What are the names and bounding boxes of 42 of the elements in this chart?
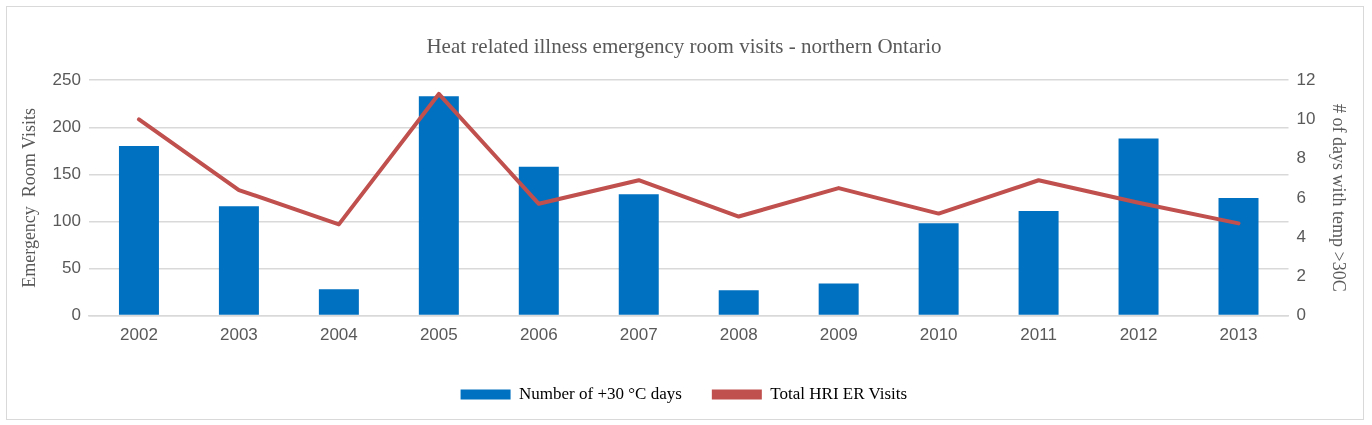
bar [618,194,659,315]
y2-tick-label: 0 [1296,305,1306,325]
x-tick-label: 2004 [319,325,358,345]
x-tick-label: 2012 [1119,325,1158,345]
y2-tick-label: 12 [1296,69,1316,89]
bar [718,290,759,315]
y2-axis-title: # of days with temp >30C [1329,104,1350,292]
bar [818,283,859,315]
x-tick-label: 2013 [1219,325,1258,345]
bar [218,206,259,315]
y-tick-label: 250 [52,69,81,89]
x-tick-label: 2007 [619,325,658,345]
x-tick-label: 2003 [219,325,258,345]
bar [1018,211,1059,315]
y-tick-label: 150 [52,164,81,184]
chart-title: Heat related illness emergency room visits - northern Ontario [426,34,942,59]
bar [1118,138,1159,315]
x-tick-label: 2010 [919,325,958,345]
bar [1218,197,1259,315]
y2-tick-label: 4 [1296,226,1306,246]
y2-tick-label: 10 [1296,109,1316,129]
x-tick-label: 2006 [519,325,558,345]
y-tick-label: 50 [62,258,81,278]
y-tick-label: 0 [71,305,81,325]
x-tick-label: 2002 [120,325,158,345]
x-tick-label: 2008 [719,325,758,345]
bar [518,166,559,315]
bar [118,146,159,315]
bar [318,289,359,315]
y-tick-label: 100 [52,211,81,231]
bar [418,96,459,315]
y2-tick-label: 8 [1296,148,1306,168]
x-tick-label: 2009 [819,325,858,345]
legend-label: Number of +30 °C days [519,383,682,403]
x-tick-label: 2005 [419,325,458,345]
y-tick-label: 200 [52,116,81,136]
legend-label: Total HRI ER Visits [770,383,908,403]
y-axis-title: Emergency Room Visits [18,108,39,288]
bar [918,223,959,315]
x-tick-label: 2011 [1020,325,1057,345]
y2-tick-label: 2 [1296,266,1306,286]
y2-tick-label: 6 [1296,187,1306,207]
